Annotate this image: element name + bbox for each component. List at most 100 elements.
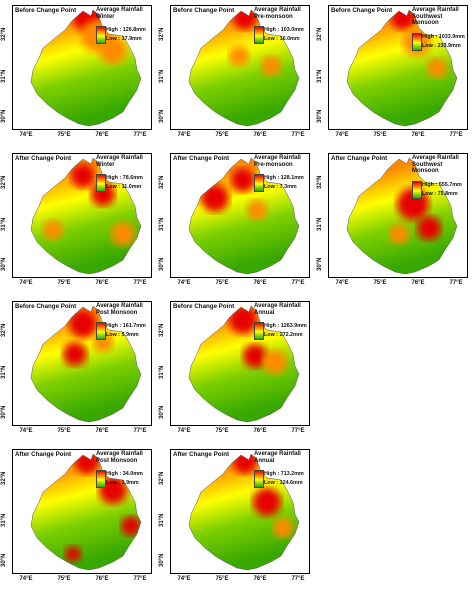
longitude-tick-label: 76°E — [411, 132, 425, 138]
state-region — [189, 454, 299, 570]
latitude-tick-label: 30°N — [1, 257, 7, 271]
longitude-tick-label: 74°E — [177, 576, 191, 582]
state-outline — [346, 9, 458, 127]
legend-high-value: High : 103.0mm — [264, 27, 304, 33]
map-panel: Before Change Point Average Rainfall Winte… — [0, 0, 158, 148]
legend-heading: Average Rainfall — [254, 7, 301, 13]
legend-high-value: High : 78.6mm — [106, 175, 143, 181]
legend-title: Average Rainfall Annual — [254, 451, 309, 464]
legend-title: Average Rainfall Pre-monsoon — [254, 155, 309, 168]
legend-heading: Average Rainfall — [412, 7, 459, 13]
punjab-rainfall-map — [188, 9, 300, 127]
legend-high-value: High : 34.0mm — [106, 471, 143, 477]
map-frame: Before Change Point Average Rainfall Post … — [12, 301, 152, 426]
legend-heading: Average Rainfall — [254, 155, 301, 161]
rainfall-hotspot — [231, 168, 255, 192]
latitude-tick-label: 31°N — [1, 513, 7, 527]
period-label: Before Change Point — [173, 303, 235, 310]
longitude-tick-label: 76°E — [95, 428, 109, 434]
latitude-tick-label: 31°N — [159, 69, 165, 83]
legend-title: Average Rainfall Annual — [254, 303, 309, 316]
legend-low-value: Low : 124.6mm — [264, 480, 303, 486]
rainfall-hotspot — [99, 476, 127, 504]
rainfall-hotspot — [253, 488, 281, 516]
longitude-tick-label: 74°E — [335, 280, 349, 286]
latitude-tick-label: 32°N — [1, 323, 7, 337]
latitude-tick-label: 32°N — [159, 323, 165, 337]
rainfall-hotspot — [65, 546, 81, 562]
period-label: After Change Point — [331, 155, 388, 162]
latitude-tick-label: 30°N — [317, 109, 323, 123]
map-frame: Before Change Point Average Rainfall South… — [328, 5, 468, 130]
longitude-tick-label: 77°E — [291, 132, 305, 138]
map-frame: Before Change Point Average Rainfall Winte… — [12, 5, 152, 130]
legend-season: Winter — [96, 13, 115, 20]
latitude-tick-label: 31°N — [317, 217, 323, 231]
longitude-tick-label: 77°E — [133, 132, 147, 138]
latitude-tick-label: 32°N — [317, 175, 323, 189]
legend-heading: Average Rainfall — [412, 155, 459, 161]
longitude-tick-label: 74°E — [335, 132, 349, 138]
map-panel: Before Change Point Average Rainfall Post … — [0, 296, 158, 444]
state-outline — [346, 157, 458, 275]
latitude-tick-label: 32°N — [1, 27, 7, 41]
rainfall-hotspot — [121, 516, 141, 536]
latitude-tick-label: 31°N — [159, 217, 165, 231]
legend-high-value: High : 555.7mm — [422, 182, 462, 188]
rainfall-hotspot — [229, 46, 249, 66]
legend-low-value: Low : 17.9mm — [106, 36, 142, 42]
map-panel: After Change Point Average Rainfall Annual… — [158, 444, 316, 592]
longitude-tick-label: 76°E — [411, 280, 425, 286]
punjab-rainfall-map — [188, 305, 300, 423]
rainfall-hotspot — [69, 310, 97, 338]
legend-heading: Average Rainfall — [96, 7, 143, 13]
legend-color-ramp — [254, 322, 264, 340]
rainfall-hotspot — [63, 342, 87, 366]
legend-low-value: Low : 272.2mm — [264, 332, 303, 338]
latitude-tick-label: 32°N — [159, 175, 165, 189]
state-region — [31, 158, 141, 274]
legend-color-ramp — [412, 181, 422, 199]
longitude-tick-label: 75°E — [215, 428, 229, 434]
map-panel: Before Change Point Average Rainfall South… — [316, 0, 474, 148]
longitude-tick-label: 75°E — [57, 576, 71, 582]
longitude-tick-label: 76°E — [253, 280, 267, 286]
legend-color-ramp — [96, 26, 106, 44]
longitude-tick-label: 76°E — [253, 132, 267, 138]
rainfall-hotspot — [427, 58, 447, 78]
map-frame: After Change Point Average Rainfall Post M… — [12, 449, 152, 574]
latitude-tick-label: 31°N — [1, 217, 7, 231]
period-label: After Change Point — [15, 451, 72, 458]
legend-title: Average Rainfall Pre-monsoon — [254, 7, 309, 20]
legend-high-value: High : 1033.9mm — [422, 34, 465, 40]
legend-heading: Average Rainfall — [96, 155, 143, 161]
punjab-rainfall-map — [30, 453, 142, 571]
longitude-tick-label: 76°E — [95, 280, 109, 286]
punjab-rainfall-map — [30, 9, 142, 127]
longitude-tick-label: 74°E — [19, 280, 33, 286]
rainfall-hotspot — [111, 222, 135, 246]
period-label: After Change Point — [15, 155, 72, 162]
punjab-rainfall-map — [30, 157, 142, 275]
latitude-tick-label: 30°N — [159, 553, 165, 567]
state-region — [189, 10, 299, 126]
latitude-tick-label: 31°N — [159, 365, 165, 379]
map-frame: Before Change Point Average Rainfall Pre-m… — [170, 5, 310, 130]
rainfall-hotspot — [71, 164, 95, 188]
period-label: Before Change Point — [15, 7, 77, 14]
latitude-tick-label: 30°N — [159, 109, 165, 123]
legend-season: Post Monsoon — [96, 457, 138, 464]
longitude-tick-label: 74°E — [177, 428, 191, 434]
map-panel: After Change Point Average Rainfall Pre-mo… — [158, 148, 316, 296]
legend-high-value: High : 126.8mm — [106, 27, 146, 33]
rainfall-hotspot — [389, 224, 409, 244]
legend-title: Average Rainfall Winter — [96, 155, 151, 168]
latitude-tick-label: 30°N — [1, 553, 7, 567]
latitude-tick-label: 31°N — [1, 365, 7, 379]
legend-title: Average Rainfall Post Monsoon — [96, 303, 151, 316]
longitude-tick-label: 77°E — [133, 280, 147, 286]
legend-season: Post Monsoon — [96, 309, 138, 316]
state-region — [31, 306, 141, 422]
punjab-rainfall-map — [188, 157, 300, 275]
legend-low-value: Low : 75.8mm — [422, 191, 458, 197]
